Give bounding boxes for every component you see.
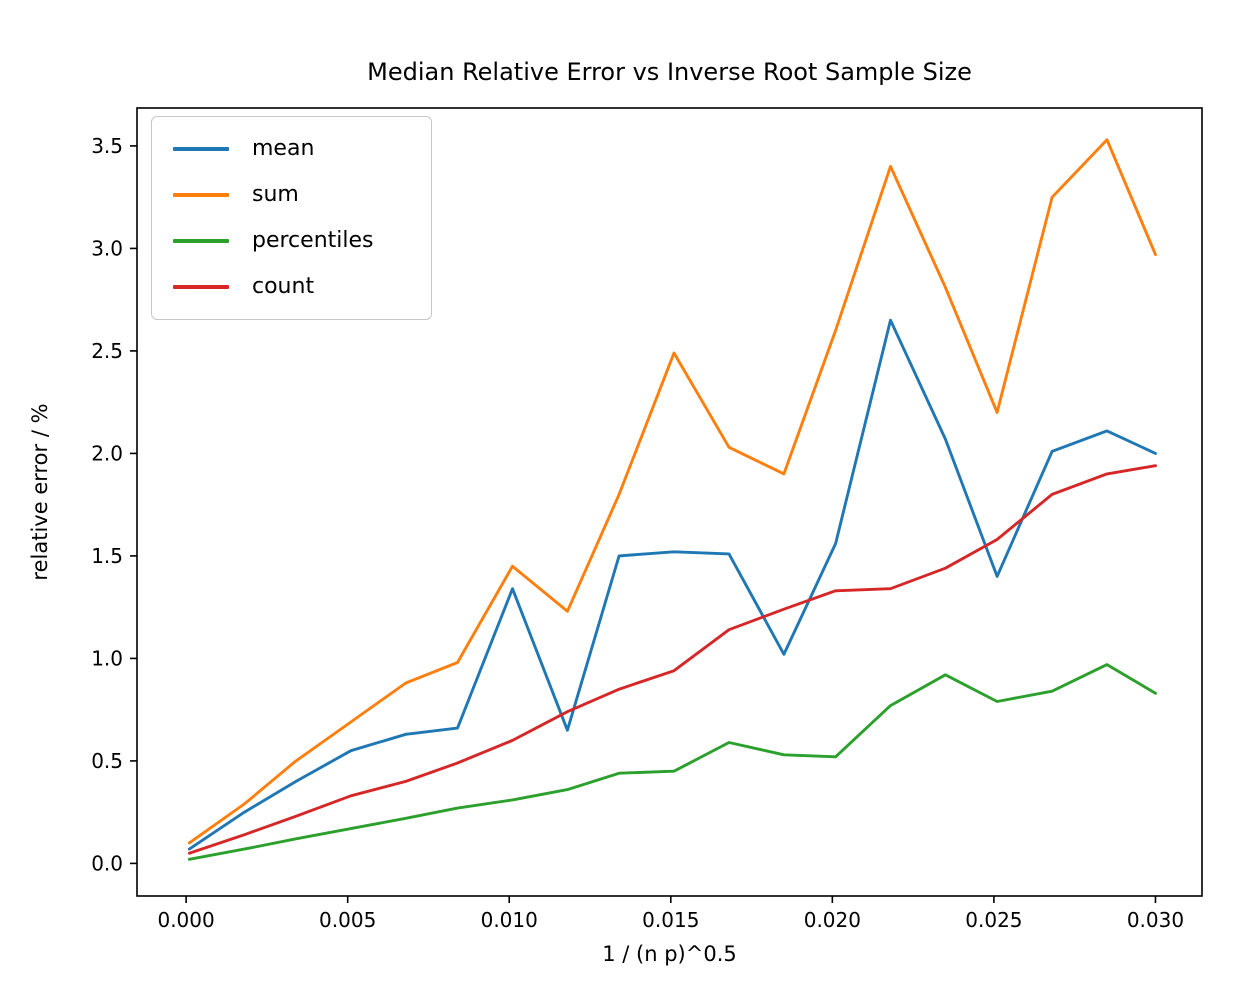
x-tick-label: 0.015 — [642, 908, 699, 932]
legend-swatch-count — [173, 285, 229, 289]
x-tick-label: 0.030 — [1127, 908, 1184, 932]
legend-label: percentiles — [252, 228, 374, 253]
legend: mean sum percentiles count — [151, 116, 432, 320]
y-tick-label: 3.0 — [91, 236, 123, 260]
y-tick-label: 2.0 — [91, 441, 123, 465]
y-tick-label: 2.5 — [91, 339, 123, 363]
y-tick-label: 0.5 — [91, 749, 123, 773]
legend-label: count — [252, 274, 315, 299]
series-line-mean — [187, 318, 1157, 851]
x-tick-label: 0.020 — [804, 908, 861, 932]
series-line-percentiles — [187, 663, 1157, 861]
legend-label: sum — [252, 182, 299, 207]
legend-item-count: count — [152, 264, 431, 310]
x-tick-label: 0.005 — [319, 908, 376, 932]
legend-item-percentiles: percentiles — [152, 218, 431, 264]
legend-item-sum: sum — [152, 172, 431, 218]
series-line-sum — [187, 138, 1157, 845]
legend-label: mean — [252, 136, 315, 161]
chart-title: Median Relative Error vs Inverse Root Sa… — [367, 58, 972, 86]
y-tick-label: 1.5 — [91, 544, 123, 568]
legend-item-mean: mean — [152, 126, 431, 172]
x-tick-label: 0.025 — [965, 908, 1022, 932]
y-tick-label: 0.0 — [91, 851, 123, 875]
x-tick-label: 0.000 — [157, 908, 214, 932]
legend-swatch-mean — [173, 147, 229, 151]
y-tick-label: 1.0 — [91, 646, 123, 670]
series-line-count — [187, 464, 1157, 855]
y-tick-label: 3.5 — [91, 134, 123, 158]
x-axis-label: 1 / (n p)^0.5 — [602, 942, 737, 966]
x-tick-label: 0.010 — [481, 908, 538, 932]
y-axis-label: relative error / % — [28, 403, 52, 581]
legend-swatch-sum — [173, 193, 229, 197]
legend-swatch-percentiles — [173, 239, 229, 243]
